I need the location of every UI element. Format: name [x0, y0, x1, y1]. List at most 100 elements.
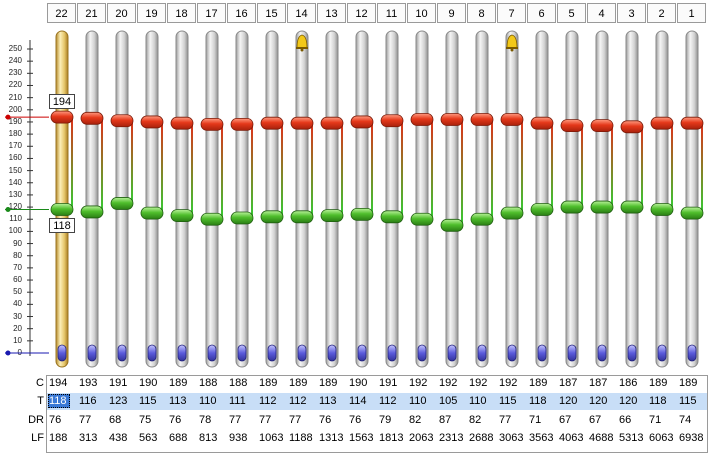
table-cell-t[interactable]: 110 [199, 395, 217, 407]
t-level-handle[interactable] [320, 209, 344, 222]
table-cell-t[interactable]: 115 [139, 395, 157, 407]
table-cell-t[interactable]: 118 [49, 395, 67, 407]
c-level-handle[interactable] [170, 116, 194, 130]
table-cell-t[interactable]: 112 [379, 395, 397, 407]
table-cell-t[interactable]: 120 [589, 395, 608, 407]
channel-slider-track[interactable] [85, 30, 99, 368]
table-cell-t[interactable]: 113 [169, 395, 187, 407]
channel-slider-track[interactable] [655, 30, 669, 368]
channel-header[interactable]: 4 [587, 3, 616, 23]
channel-slider-track[interactable] [325, 30, 339, 368]
channel-header[interactable]: 11 [377, 3, 406, 23]
blue-knob-icon[interactable] [567, 344, 577, 362]
table-cell-t[interactable]: 112 [259, 395, 277, 407]
channel-slider-track[interactable] [475, 30, 489, 368]
channel-header[interactable]: 15 [257, 3, 286, 23]
c-level-handle[interactable] [590, 119, 614, 133]
channel-slider-track[interactable] [505, 30, 519, 368]
table-cell-t[interactable]: 115 [499, 395, 517, 407]
t-level-handle[interactable] [680, 206, 704, 220]
t-level-handle[interactable] [110, 197, 134, 210]
channel-header[interactable]: 8 [467, 3, 496, 23]
c-level-handle[interactable] [680, 116, 704, 130]
t-level-handle[interactable] [440, 218, 464, 232]
channel-header[interactable]: 16 [227, 3, 256, 23]
channel-header[interactable]: 7 [497, 3, 526, 23]
t-level-handle[interactable] [140, 206, 164, 220]
t-level-handle[interactable] [410, 212, 434, 226]
blue-knob-icon[interactable] [597, 344, 607, 362]
c-level-handle[interactable] [350, 115, 374, 129]
t-level-handle[interactable] [290, 210, 314, 224]
blue-knob-icon[interactable] [207, 344, 217, 362]
channel-slider-track[interactable] [625, 30, 639, 368]
channel-slider-track[interactable] [235, 30, 249, 368]
channel-header[interactable]: 3 [617, 3, 646, 23]
channel-slider-track[interactable] [55, 30, 69, 368]
t-level-handle[interactable] [560, 200, 584, 214]
blue-knob-icon[interactable] [447, 344, 457, 362]
blue-knob-icon[interactable] [327, 344, 337, 362]
table-cell-t[interactable]: 110 [469, 395, 487, 407]
table-cell-t[interactable]: 120 [619, 395, 638, 407]
channel-slider-track[interactable] [685, 30, 699, 368]
blue-knob-icon[interactable] [687, 344, 697, 362]
t-level-handle[interactable] [530, 203, 554, 216]
channel-slider-track[interactable] [295, 30, 309, 368]
t-level-handle[interactable] [260, 210, 284, 224]
channel-slider-track[interactable] [415, 30, 429, 368]
t-level-handle[interactable] [170, 209, 194, 222]
blue-knob-icon[interactable] [237, 344, 247, 362]
channel-slider-track[interactable] [595, 30, 609, 368]
channel-header[interactable]: 17 [197, 3, 226, 23]
channel-slider-track[interactable] [355, 30, 369, 368]
blue-knob-icon[interactable] [57, 344, 67, 362]
t-level-handle[interactable] [650, 203, 674, 216]
channel-header[interactable]: 5 [557, 3, 586, 23]
blue-knob-icon[interactable] [147, 344, 157, 362]
t-level-handle[interactable] [200, 212, 224, 226]
c-level-handle[interactable] [410, 113, 434, 126]
c-level-handle[interactable] [380, 114, 404, 128]
table-cell-t[interactable]: 114 [349, 395, 367, 407]
c-level-handle[interactable] [470, 113, 494, 126]
table-cell-t[interactable]: 116 [79, 395, 97, 407]
blue-knob-icon[interactable] [177, 344, 187, 362]
blue-knob-icon[interactable] [417, 344, 427, 362]
blue-knob-icon[interactable] [657, 344, 667, 362]
c-level-handle[interactable] [200, 117, 224, 131]
channel-header[interactable]: 20 [107, 3, 136, 23]
channel-slider-track[interactable] [445, 30, 459, 368]
channel-slider-track[interactable] [145, 30, 159, 368]
t-level-handle[interactable] [380, 210, 404, 224]
c-level-handle[interactable] [230, 117, 254, 131]
channel-slider-track[interactable] [565, 30, 579, 368]
blue-knob-icon[interactable] [627, 344, 637, 362]
channel-slider-track[interactable] [265, 30, 279, 368]
channel-header[interactable]: 18 [167, 3, 196, 23]
t-level-handle[interactable] [230, 211, 254, 225]
blue-knob-icon[interactable] [297, 344, 307, 362]
t-cell-selection[interactable] [48, 394, 70, 408]
blue-knob-icon[interactable] [267, 344, 277, 362]
c-level-handle[interactable] [110, 114, 134, 128]
t-level-handle[interactable] [590, 200, 614, 214]
blue-knob-icon[interactable] [537, 344, 547, 362]
blue-knob-icon[interactable] [507, 344, 517, 362]
blue-knob-icon[interactable] [117, 344, 127, 362]
channel-header[interactable]: 9 [437, 3, 466, 23]
blue-knob-icon[interactable] [357, 344, 367, 362]
c-level-handle[interactable] [500, 113, 524, 126]
table-cell-t[interactable]: 105 [439, 395, 458, 407]
table-cell-t[interactable]: 120 [559, 395, 578, 407]
table-cell-t[interactable]: 118 [649, 395, 667, 407]
table-cell-t[interactable]: 110 [409, 395, 427, 407]
channel-header[interactable]: 12 [347, 3, 376, 23]
c-level-handle[interactable] [560, 119, 584, 133]
table-cell-t[interactable]: 112 [289, 395, 307, 407]
blue-knob-icon[interactable] [87, 344, 97, 362]
channel-header[interactable]: 22 [47, 3, 76, 23]
c-level-handle[interactable] [80, 111, 104, 125]
channel-header[interactable]: 19 [137, 3, 166, 23]
table-cell-t[interactable]: 113 [319, 395, 337, 407]
